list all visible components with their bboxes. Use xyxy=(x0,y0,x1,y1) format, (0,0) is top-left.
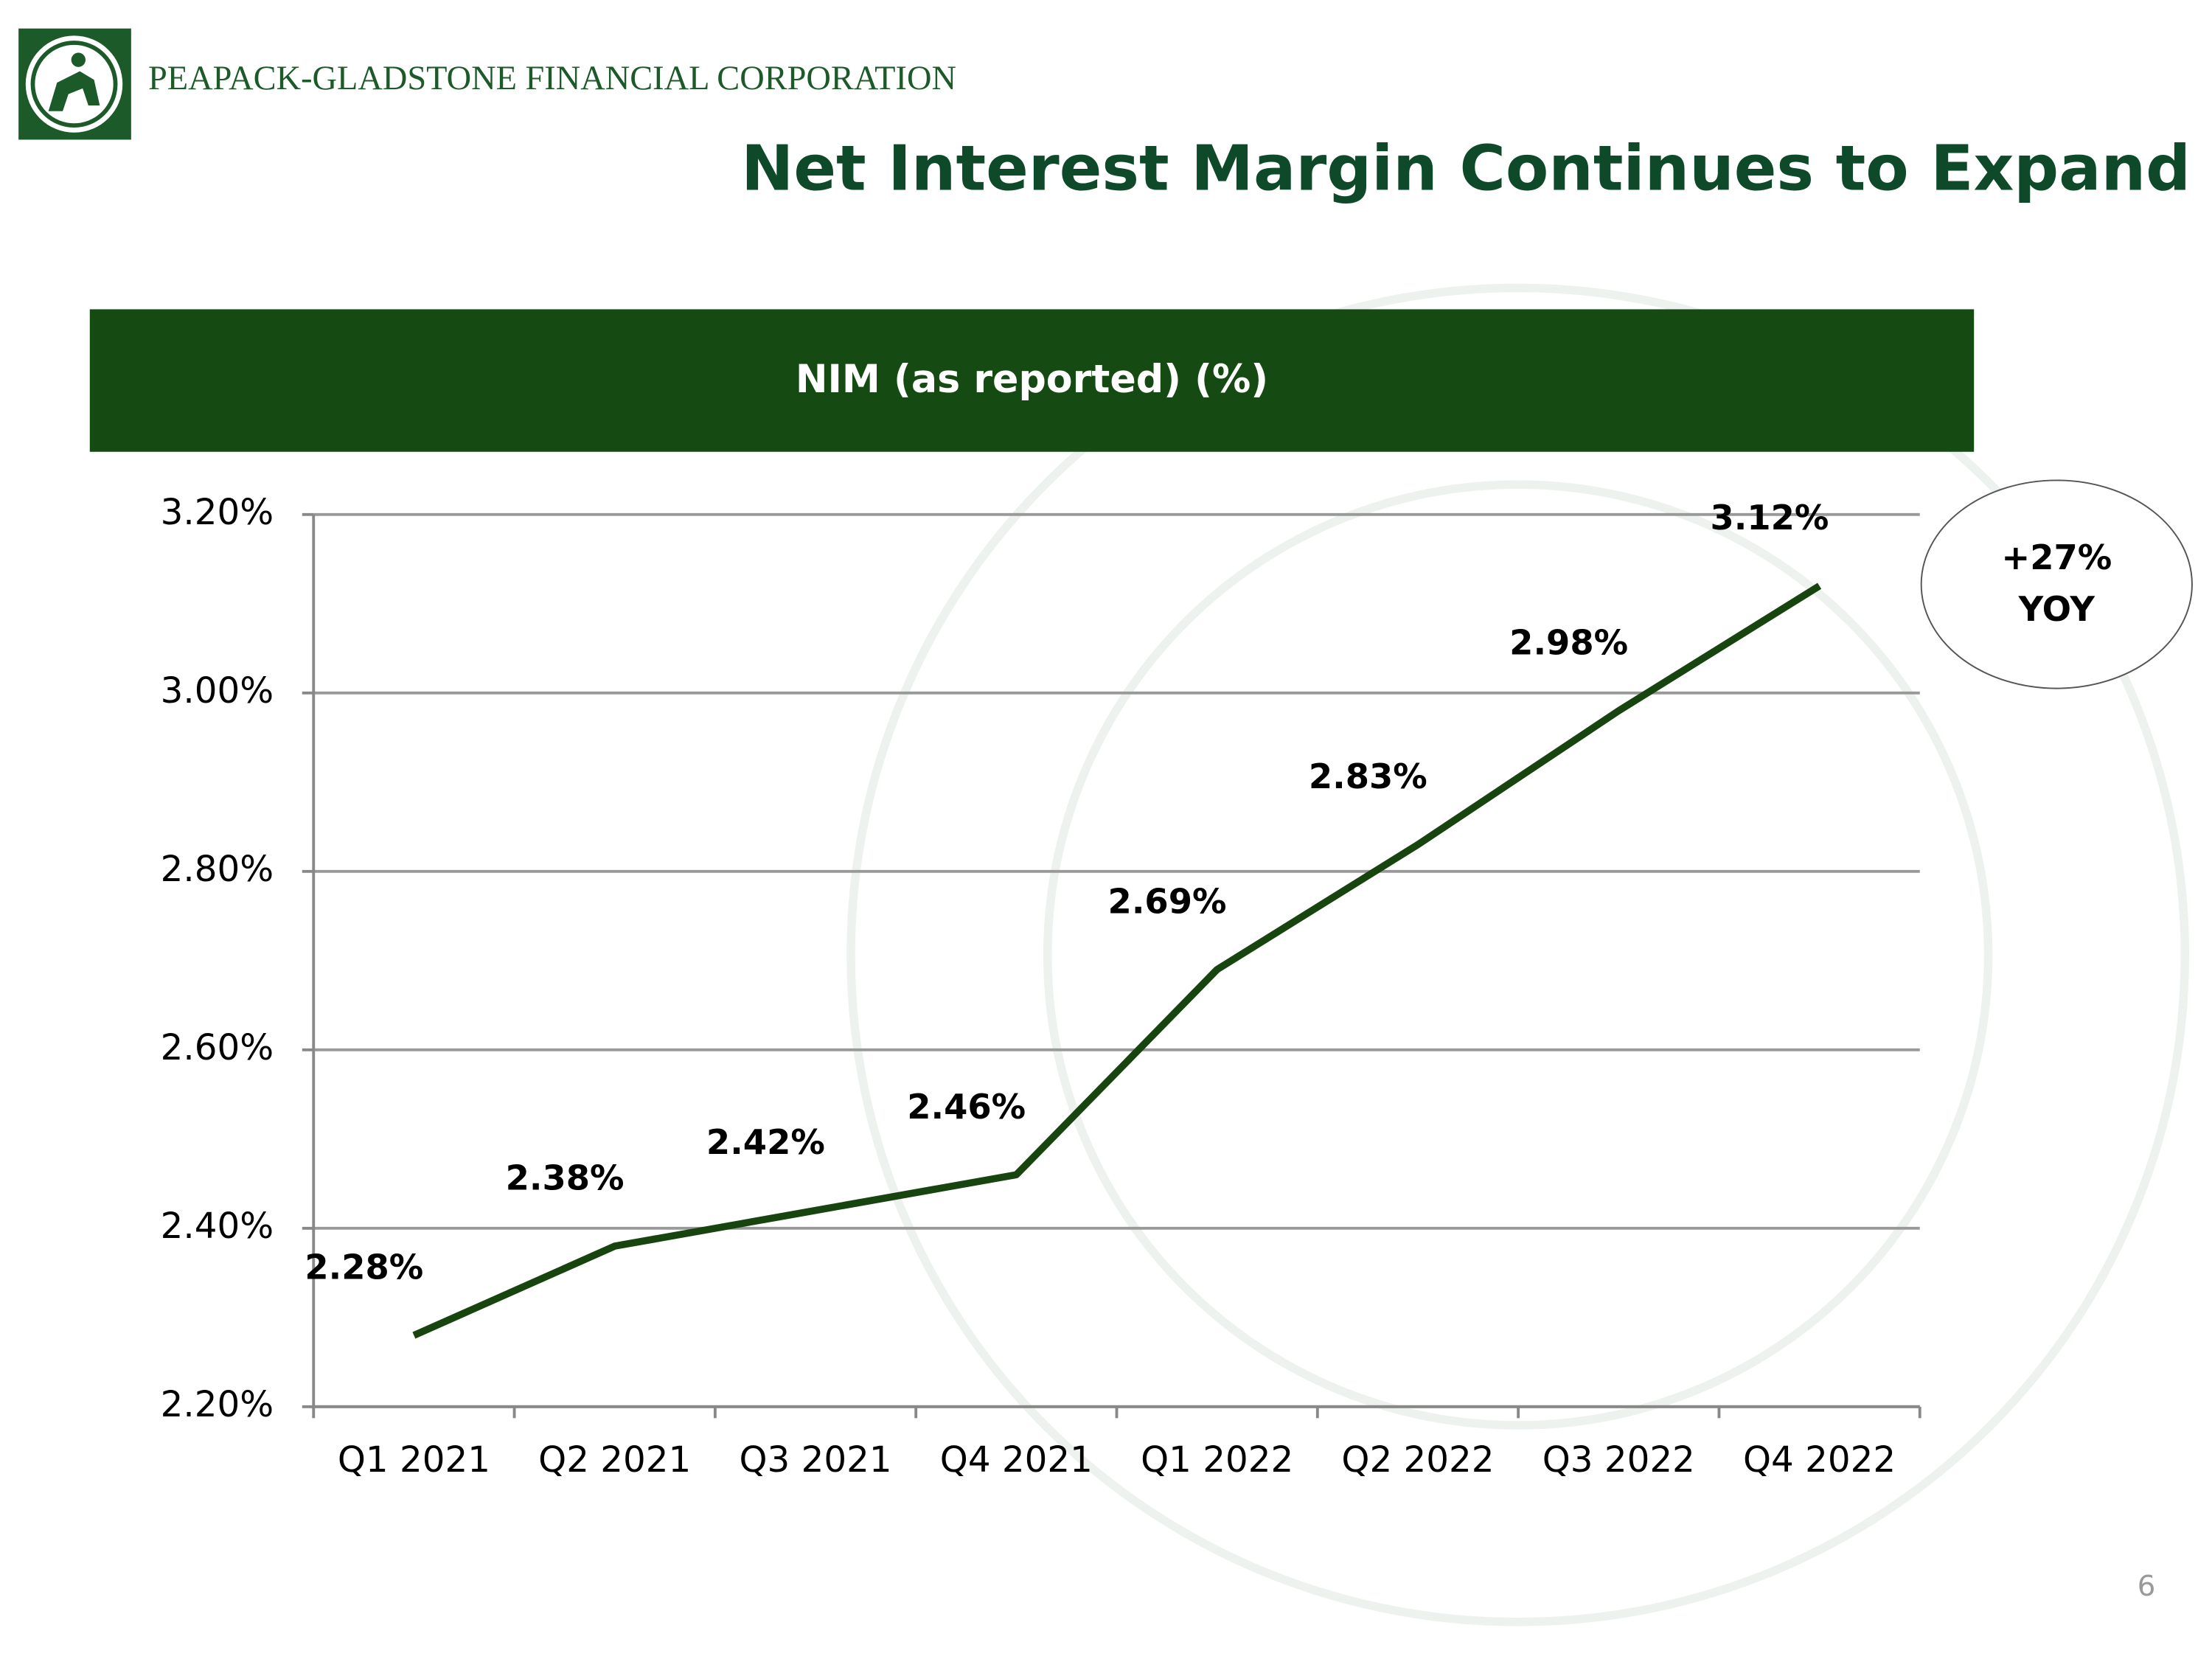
value-label: 2.69% xyxy=(1108,882,1227,922)
x-tick-label: Q4 2022 xyxy=(1743,1439,1896,1481)
x-tick-label: Q2 2022 xyxy=(1341,1439,1494,1481)
y-tick-label: 2.40% xyxy=(161,1206,274,1247)
y-tick-label: 2.80% xyxy=(161,849,274,890)
x-tick-label: Q1 2021 xyxy=(338,1439,490,1481)
chart-title: NIM (as reported) (%) xyxy=(796,358,1268,402)
x-tick-label: Q3 2021 xyxy=(739,1439,891,1481)
value-label: 2.42% xyxy=(706,1122,825,1162)
y-tick-label: 3.20% xyxy=(161,492,274,533)
y-tick-label: 3.00% xyxy=(161,670,274,712)
annotation: +27% xyxy=(2001,538,2112,577)
y-tick-label: 2.20% xyxy=(161,1384,274,1425)
annotation: YOY xyxy=(2018,589,2096,629)
annotation-ellipse xyxy=(1920,479,2193,689)
value-label: 2.83% xyxy=(1309,757,1427,796)
page-number: 6 xyxy=(2138,1570,2156,1603)
x-tick-label: Q3 2022 xyxy=(1543,1439,1695,1481)
value-label: 2.28% xyxy=(305,1248,423,1287)
header-bar xyxy=(89,309,1975,452)
x-tick-label: Q1 2022 xyxy=(1141,1439,1293,1481)
slide-title: Net Interest Margin Continues to Expand xyxy=(741,132,2191,205)
value-label: 2.98% xyxy=(1509,623,1628,663)
logo xyxy=(18,28,131,140)
value-label: 3.12% xyxy=(1710,498,1829,538)
x-tick-label: Q2 2021 xyxy=(538,1439,691,1481)
value-label: 2.46% xyxy=(907,1087,1026,1127)
data-line xyxy=(412,582,1822,1339)
company-name: PEAPACK-GLADSTONE FINANCIAL CORPORATION xyxy=(148,60,956,97)
y-tick-label: 2.60% xyxy=(161,1027,274,1068)
value-label: 2.38% xyxy=(506,1158,625,1198)
watermark xyxy=(846,283,2190,1627)
x-tick-label: Q4 2021 xyxy=(940,1439,1093,1481)
